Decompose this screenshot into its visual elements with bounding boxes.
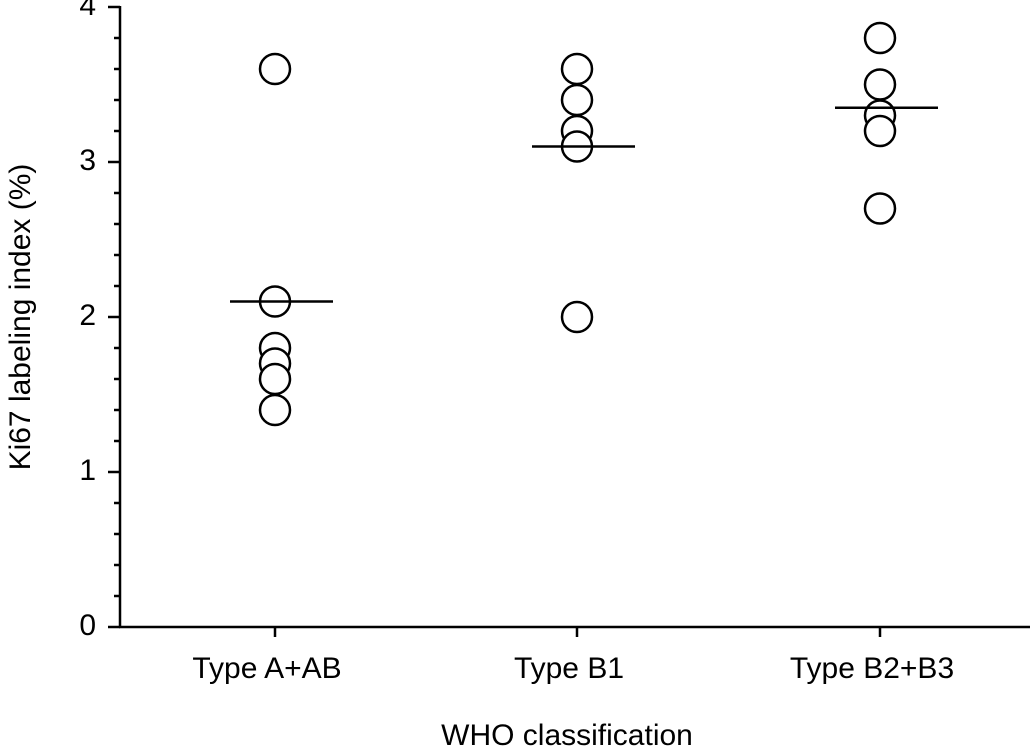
y-tick-label: 0	[79, 609, 96, 642]
data-point	[560, 300, 594, 334]
x-tick-label: Type B1	[514, 652, 624, 685]
data-point	[258, 52, 292, 86]
y-tick-label: 4	[79, 0, 96, 22]
data-point	[258, 393, 292, 427]
x-axis-label: WHO classification	[441, 719, 693, 752]
y-tick-label: 1	[79, 454, 96, 487]
x-tick-label: Type A+AB	[192, 652, 341, 685]
data-point	[863, 192, 897, 225]
y-tick-label: 2	[79, 299, 96, 332]
data-point	[863, 114, 897, 148]
data-point	[863, 21, 897, 55]
data-point	[863, 68, 897, 101]
y-tick-label: 3	[79, 144, 96, 177]
y-axis-label: Ki67 labeling index (%)	[4, 164, 37, 471]
data-point	[560, 83, 594, 117]
data-point	[560, 52, 594, 86]
data-point	[258, 362, 292, 396]
x-tick-label: Type B2+B3	[790, 652, 954, 685]
